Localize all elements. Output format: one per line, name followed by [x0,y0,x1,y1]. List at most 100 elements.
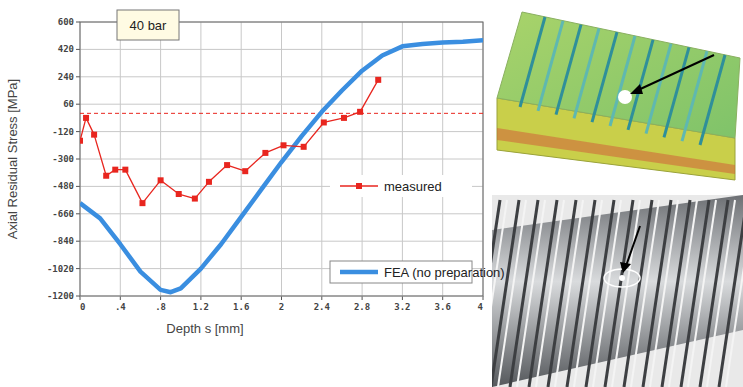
tick-mark [483,296,484,300]
tick-mark [76,76,80,77]
photo-cylinder [492,195,743,387]
tick-mark [76,213,80,214]
tick-mark [76,22,80,23]
marker [224,162,230,168]
marker [206,179,212,185]
model-ridge [700,55,725,145]
marker [103,173,109,179]
tick-label: 0 [80,302,85,312]
arrow-head [630,84,643,94]
grid-line [80,76,483,77]
tick-label: 1.6 [233,302,249,312]
photo-spot [619,275,625,281]
tick-label: -300 [52,154,74,164]
tick-label: 60 [63,99,74,109]
figure: 0 .4 .8 1.2 1.6 2 2.4 2.8 3.2 3.6 4 600 420 240 60 -120… [0,0,743,387]
legend-label: measured [384,179,442,194]
tick-label: -660 [52,209,74,219]
tick-mark [76,104,80,105]
legend-marker [356,183,362,189]
marker [242,168,248,174]
grid-line [80,241,483,242]
thread-light [726,200,743,387]
tick-label: .8 [155,302,166,312]
model-band [497,128,735,174]
photo-bg [492,195,743,387]
tick-label: -840 [52,236,74,246]
grid-line [80,213,483,214]
marker [83,115,89,121]
tick-mark [200,296,201,300]
tick-mark [76,186,80,187]
tick-mark [402,296,403,300]
marker [122,167,128,173]
tick-mark [76,159,80,160]
tick-label: 240 [58,72,74,82]
tick-label: -120 [52,127,74,137]
model-spot [618,90,632,104]
tick-label: 1.2 [193,302,209,312]
tick-mark [76,241,80,242]
marker [321,119,327,125]
legend-swatch [340,270,378,275]
marker [375,77,381,83]
arrow [636,55,714,91]
tick-mark [76,49,80,50]
tick-label: 3.2 [394,302,410,312]
photo-spot [604,269,640,287]
marker [262,150,268,156]
tick-label: -1020 [47,264,74,274]
tick-mark [80,296,81,300]
marker [301,144,307,150]
marker [139,200,145,206]
tick-mark [241,296,242,300]
reference-line [80,113,483,114]
arrow-head [620,262,631,273]
tick-label: .4 [115,302,126,312]
plot-area [80,22,483,296]
marker [192,196,198,202]
legend-entry: FEA (no preparation) [330,261,505,283]
tick-label: 4 [478,302,484,312]
legend-box [330,175,472,197]
marker [341,115,347,121]
annotation: 40 bar [117,10,179,40]
tick-label: 420 [58,44,74,54]
tick-mark [281,296,282,300]
marker [158,177,164,183]
marker [176,191,182,197]
tick-label: 2 [279,302,284,312]
series-line [80,40,483,292]
legend-entry: measured [330,175,472,197]
marker [91,132,97,138]
tick-mark [362,296,363,300]
tick-label: 2.8 [354,302,370,312]
tick-label: 3.6 [435,302,451,312]
tick-label: -480 [52,181,74,191]
arrow [626,226,640,266]
marker [281,142,287,148]
legend-label: FEA (no preparation) [384,265,505,280]
tick-label: -1200 [47,291,74,301]
grid-line [80,131,483,132]
plot-frame [80,22,483,296]
marker [357,109,363,115]
tick-mark [76,268,80,269]
grid-line [80,49,483,50]
tick-mark [160,296,161,300]
annotation-box [117,10,179,40]
fe-model-image [497,12,740,180]
annotation-text: 40 bar [130,18,168,33]
marker [112,167,118,173]
tick-mark [76,131,80,132]
tick-mark [76,296,80,297]
data-group [80,40,483,292]
y-axis-label: Axial Residual Stress [MPa] [5,79,20,239]
tick-label: 600 [58,17,74,27]
marker [80,138,83,144]
tick-mark [120,296,121,300]
model-top [497,12,740,138]
grid-line [80,104,483,105]
tick-mark [442,296,443,300]
tick-label: 2.4 [314,302,331,312]
